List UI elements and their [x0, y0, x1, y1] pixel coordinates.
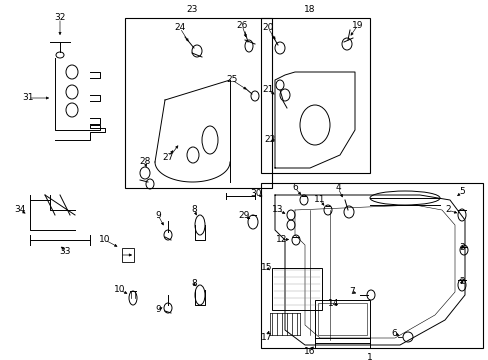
Text: 19: 19: [351, 21, 363, 30]
Bar: [125, 18, 271, 188]
Text: 6: 6: [390, 328, 396, 338]
Text: 30: 30: [250, 189, 261, 198]
Text: 1: 1: [366, 354, 372, 360]
Text: 22: 22: [264, 135, 275, 144]
Text: 3: 3: [458, 243, 464, 252]
Text: 2: 2: [458, 278, 464, 287]
Text: 8: 8: [191, 206, 197, 215]
Text: 34: 34: [14, 206, 26, 215]
Text: 13: 13: [272, 206, 283, 215]
Text: 5: 5: [458, 188, 464, 197]
Text: 23: 23: [186, 5, 197, 14]
Bar: [271, 268, 321, 310]
Text: 10: 10: [99, 235, 110, 244]
Text: 6: 6: [291, 184, 297, 193]
Bar: [261, 183, 482, 348]
Bar: [261, 18, 369, 173]
Text: 20: 20: [262, 23, 273, 32]
Text: 24: 24: [174, 23, 185, 32]
Text: 4: 4: [334, 184, 340, 193]
Text: 10: 10: [114, 285, 125, 294]
Text: 12: 12: [276, 235, 287, 244]
Text: 31: 31: [22, 94, 34, 103]
Text: 29: 29: [238, 211, 249, 220]
Text: 21: 21: [262, 85, 273, 94]
Text: 16: 16: [304, 347, 315, 356]
Text: 2: 2: [444, 206, 450, 215]
Text: 9: 9: [155, 306, 161, 315]
Text: 25: 25: [226, 76, 237, 85]
Text: 15: 15: [261, 264, 272, 273]
Text: 26: 26: [236, 21, 247, 30]
Text: 8: 8: [191, 279, 197, 288]
Text: 28: 28: [139, 158, 150, 166]
Text: 11: 11: [314, 195, 325, 204]
Text: 14: 14: [327, 300, 339, 309]
Text: 18: 18: [304, 5, 315, 14]
Text: 27: 27: [162, 153, 173, 162]
Text: 33: 33: [59, 248, 71, 256]
Text: 9: 9: [155, 211, 161, 220]
Bar: [317, 303, 366, 335]
Text: 17: 17: [261, 333, 272, 342]
Text: 7: 7: [348, 288, 354, 297]
Bar: [314, 300, 369, 338]
Bar: [122, 248, 134, 262]
Text: 32: 32: [54, 13, 65, 22]
